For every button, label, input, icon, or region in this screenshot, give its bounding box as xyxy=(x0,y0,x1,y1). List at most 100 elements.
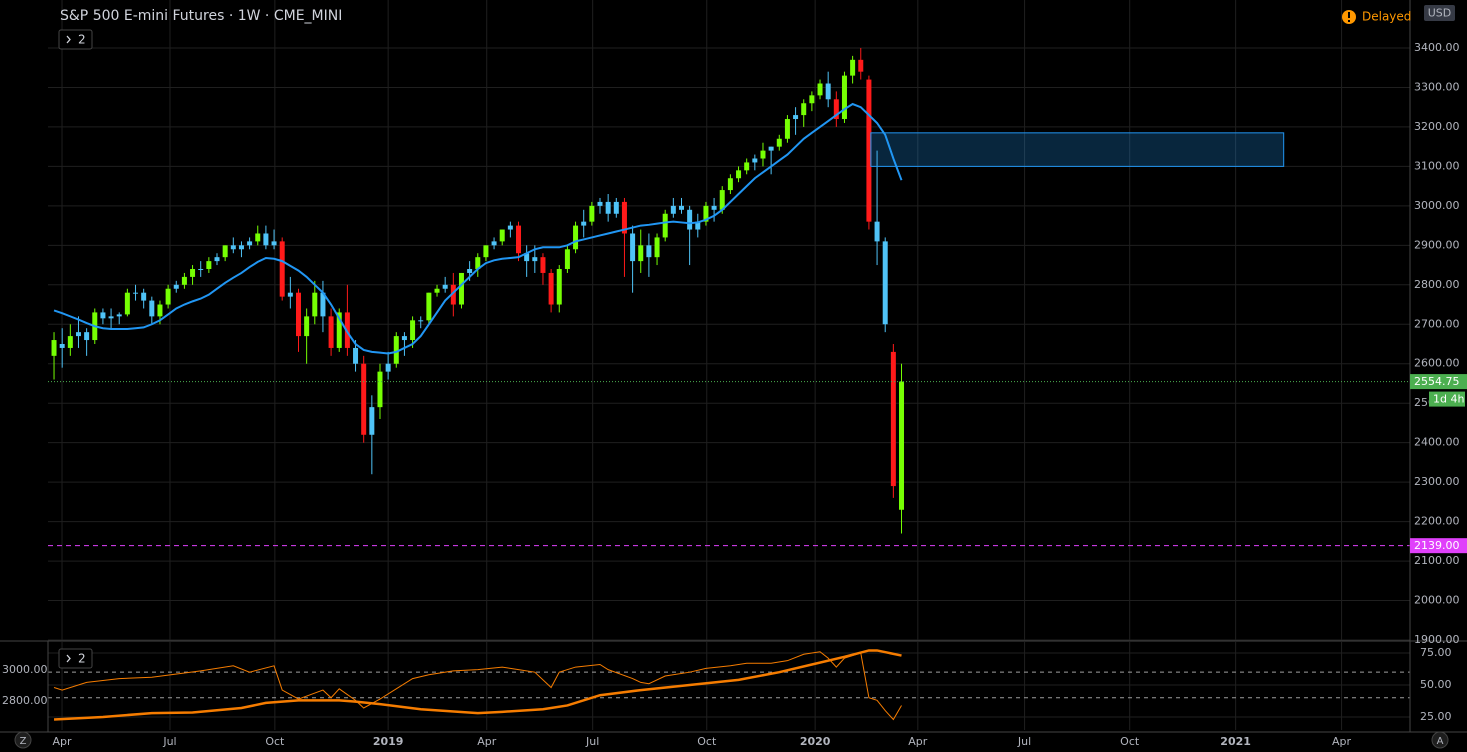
candle-body xyxy=(206,261,212,270)
zoom-button[interactable] xyxy=(14,731,32,749)
candle-body xyxy=(548,272,554,305)
candle-body xyxy=(630,233,636,262)
candle-body xyxy=(222,245,228,258)
y-tick-label: 50.00 xyxy=(1420,678,1452,691)
warning-dot xyxy=(1348,20,1350,22)
candle-body xyxy=(442,284,448,289)
candle-body xyxy=(524,253,530,262)
candle-body xyxy=(255,233,261,242)
y2-tick-label: 2800.00 xyxy=(2,694,48,707)
candle-body xyxy=(825,83,831,100)
y-tick-label: 2100.00 xyxy=(1414,554,1460,567)
currency-badge[interactable] xyxy=(1424,5,1455,21)
candle-body xyxy=(475,257,481,270)
candle-body xyxy=(361,363,367,435)
auto-scale-button[interactable] xyxy=(1431,731,1449,749)
candle-body xyxy=(670,205,676,214)
y-tick-label: 1900.00 xyxy=(1414,633,1460,646)
x-tick-label: Oct xyxy=(697,735,717,748)
candle-body xyxy=(499,229,505,242)
indicator-collapse-button[interactable]: 2 xyxy=(58,648,93,669)
candle-body xyxy=(393,336,399,364)
candle-body xyxy=(84,332,90,341)
x-tick-label: Jul xyxy=(1017,735,1031,748)
y-tick-label: 25.00 xyxy=(1420,710,1452,723)
candle-body xyxy=(279,241,285,297)
candle-body xyxy=(793,115,799,120)
candle-body xyxy=(687,209,693,230)
candle-body xyxy=(613,201,619,214)
candle-body xyxy=(190,269,196,277)
y-tick-label: 3200.00 xyxy=(1414,120,1460,133)
candle-body xyxy=(320,292,326,317)
y-tick-label: 3000.00 xyxy=(1414,199,1460,212)
candle-body xyxy=(124,292,130,315)
candle-body xyxy=(899,381,905,510)
candle-body xyxy=(874,221,880,242)
y-tick-label: 2000.00 xyxy=(1414,594,1460,607)
x-tick-label: 2019 xyxy=(373,735,404,748)
candle-body xyxy=(100,312,106,319)
price-label: 2554.75 xyxy=(1414,375,1460,388)
candle-body xyxy=(784,119,790,139)
candle-body xyxy=(295,292,301,337)
candle-body xyxy=(377,371,383,408)
button-count: 2 xyxy=(78,33,86,47)
candle-body xyxy=(214,257,220,262)
candle-body xyxy=(450,284,456,305)
candle-body xyxy=(605,201,611,214)
candle-body xyxy=(141,292,147,301)
countdown-label: 1d 4h xyxy=(1433,393,1464,406)
candle-body xyxy=(287,292,293,297)
price-label: 2139.00 xyxy=(1414,539,1460,552)
candle-body xyxy=(564,249,570,270)
candle-body xyxy=(516,225,522,254)
button-frame[interactable] xyxy=(58,648,93,669)
button-frame[interactable] xyxy=(58,29,93,50)
candle-body xyxy=(817,83,823,96)
candle-body xyxy=(198,269,204,271)
candle-body xyxy=(263,233,269,246)
price-label-box xyxy=(1410,538,1467,554)
candle-body xyxy=(695,221,701,230)
candle-body xyxy=(181,276,187,285)
candle-body xyxy=(752,158,758,163)
y-tick-label: 2200.00 xyxy=(1414,515,1460,528)
candle-body xyxy=(719,190,725,210)
candle-body xyxy=(662,213,668,238)
y-tick-label: 2700.00 xyxy=(1414,317,1460,330)
candle-body xyxy=(312,292,318,317)
candle-body xyxy=(678,205,684,210)
candle-body xyxy=(59,343,65,348)
candle-body xyxy=(353,347,359,364)
candle-body xyxy=(157,304,163,317)
candle-body xyxy=(75,332,81,337)
candle-body xyxy=(344,312,350,348)
candle-body xyxy=(760,150,766,159)
status-label: Delayed xyxy=(1362,10,1411,24)
candle-body xyxy=(711,205,717,210)
candle-body xyxy=(801,103,807,116)
candle-body xyxy=(108,316,114,319)
x-tick-label: Apr xyxy=(1332,735,1352,748)
zoom-button-label: Z xyxy=(20,736,27,747)
x-tick-label: Jul xyxy=(162,735,176,748)
candle-body xyxy=(467,269,473,273)
candle-body xyxy=(67,336,73,348)
candle-body xyxy=(483,245,489,258)
candle-body xyxy=(841,75,847,120)
candle-body xyxy=(336,312,342,348)
symbol-title: S&P 500 E-mini Futures · 1W · CME_MINI xyxy=(60,8,342,24)
candle-body xyxy=(304,316,310,337)
candle-body xyxy=(418,320,424,322)
x-tick-label: Oct xyxy=(265,735,285,748)
candle-body xyxy=(385,363,391,372)
collapse-button[interactable]: 2 xyxy=(58,29,93,50)
candle-body xyxy=(833,99,839,120)
candle-body xyxy=(589,205,595,222)
y-tick-label: 2800.00 xyxy=(1414,278,1460,291)
candle-body xyxy=(491,241,497,246)
auto-scale-label: A xyxy=(1437,736,1444,747)
candle-body xyxy=(410,320,416,341)
